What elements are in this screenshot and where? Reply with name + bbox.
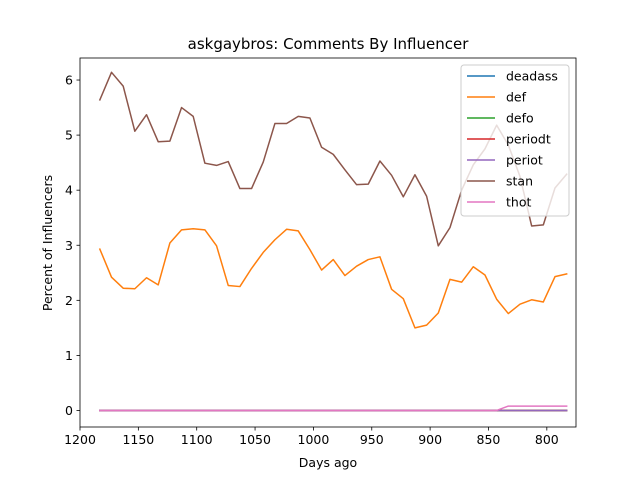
legend-label-thot: thot — [506, 195, 531, 210]
legend-box — [460, 64, 570, 217]
y-tick-label: 2 — [65, 293, 73, 308]
y-tick-label: 5 — [65, 128, 73, 143]
y-tick-label: 4 — [65, 183, 73, 198]
plot-frame — [79, 57, 577, 428]
x-tick-label: 900 — [418, 432, 442, 447]
y-tick-label: 1 — [65, 348, 73, 363]
x-tick-label: 800 — [535, 432, 559, 447]
x-tick-label: 950 — [360, 432, 384, 447]
legend-label-periodt: periodt — [506, 132, 551, 147]
y-tick-label: 3 — [65, 238, 73, 253]
legend-label-deadass: deadass — [506, 69, 558, 84]
series-line-thot — [99, 405, 568, 412]
y-tick-label: 6 — [65, 73, 73, 88]
x-tick-label: 1100 — [181, 432, 213, 447]
y-tick-label: 0 — [65, 403, 73, 418]
series-line-def — [98, 227, 568, 329]
x-tick-label: 1200 — [64, 432, 96, 447]
y-axis-label: Percent of Influencers — [40, 175, 55, 311]
legend-label-stan: stan — [506, 174, 533, 189]
x-tick-label: 1050 — [239, 432, 271, 447]
legend-label-def: def — [506, 90, 527, 105]
x-axis-label: Days ago — [299, 455, 357, 470]
legend-label-periot: periot — [506, 153, 543, 168]
legend-label-defo: defo — [506, 111, 534, 126]
x-tick-label: 1150 — [122, 432, 154, 447]
axes-layer: 1200 1150 1100 1050 1000 950 900 850 800 0 1 2 3 4 5 6 — [64, 57, 577, 447]
x-tick-label: 850 — [477, 432, 501, 447]
chart-title: askgaybros: Comments By Influencer — [188, 35, 470, 53]
legend: deadass def defo periodt periot stan thot — [460, 64, 570, 217]
x-tick-label: 1000 — [298, 432, 330, 447]
